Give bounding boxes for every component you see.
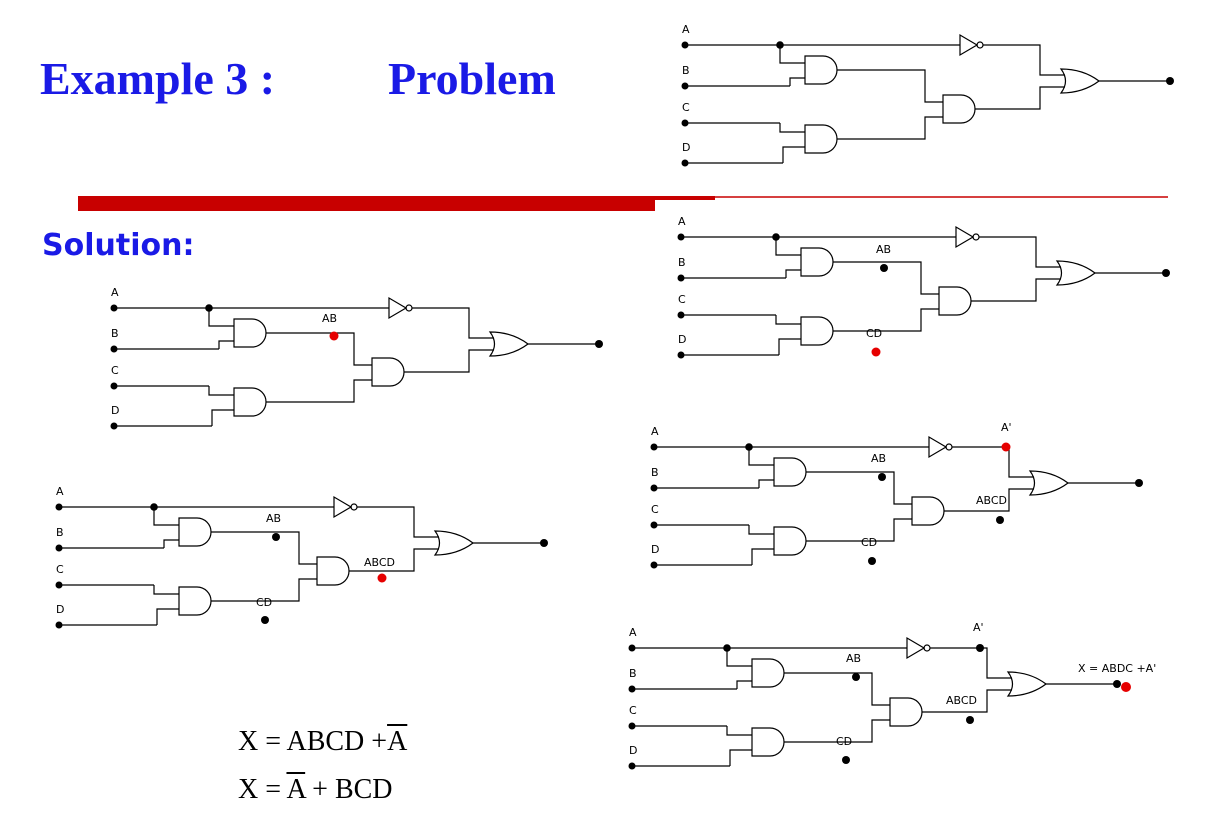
title-divider-bar <box>78 196 655 211</box>
slide-title-problem: Problem <box>388 53 556 104</box>
ab-label: AB <box>846 652 861 665</box>
a-not-node-highlight <box>1001 442 1011 452</box>
a-not-label: A' <box>1001 421 1012 434</box>
solution-heading: Solution: <box>42 228 195 263</box>
ab-node-highlight <box>329 331 339 341</box>
output-node-highlight <box>1121 682 1131 692</box>
cd-label: CD <box>836 735 852 748</box>
abcd-node-highlight <box>377 573 387 583</box>
circuit-step-a-not: AB CD ABCD A' <box>649 421 1144 570</box>
equation-2: X = A + BCD <box>238 774 393 806</box>
ab-label: AB <box>322 312 337 325</box>
circuit-problem <box>680 22 1175 168</box>
cd-label: CD <box>861 536 877 549</box>
ab-label: AB <box>871 452 886 465</box>
cd-label: CD <box>866 327 882 340</box>
cd-label: CD <box>256 596 272 609</box>
circuit-step-output: AB CD ABCD A' X = ABDC +A' <box>627 621 1156 771</box>
a-not-label: A' <box>973 621 984 634</box>
abcd-label: ABCD <box>946 694 977 707</box>
equation-1-a-bar: A <box>387 726 408 757</box>
abcd-label: ABCD <box>364 556 395 569</box>
cd-node-highlight <box>871 347 881 357</box>
circuit-step-cd: AB CD <box>676 214 1171 360</box>
ab-label: AB <box>266 512 281 525</box>
equation-1-prefix: X = ABCD + <box>238 726 388 757</box>
circuit-step-abcd: AB CD ABCD <box>54 484 549 630</box>
circuit-step-ab: AB <box>109 285 604 431</box>
abcd-label: ABCD <box>976 494 1007 507</box>
equation-1: X = ABCD +A <box>238 726 407 758</box>
ab-label: AB <box>876 243 891 256</box>
slide-title-example: Example 3 : <box>40 53 276 104</box>
equation-2-a-bar: A <box>286 774 306 805</box>
output-label: X = ABDC +A' <box>1078 662 1156 675</box>
equation-2-prefix: X = <box>238 774 287 805</box>
equation-2-suffix: + BCD <box>305 774 393 805</box>
